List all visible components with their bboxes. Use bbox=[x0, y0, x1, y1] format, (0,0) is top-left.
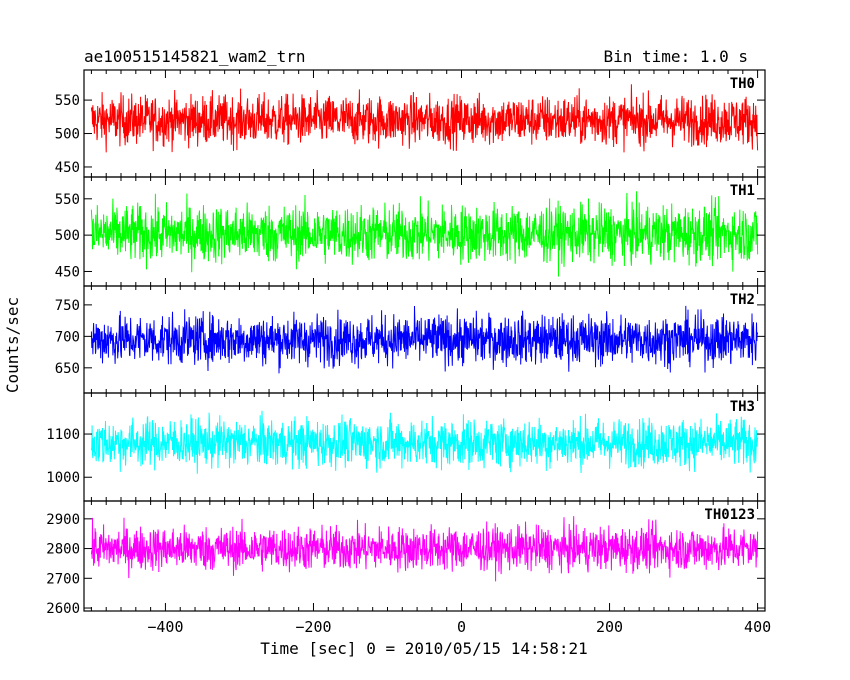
series-line-th3 bbox=[90, 410, 759, 474]
y-tick-label: 1000 bbox=[46, 470, 80, 486]
y-tick-label: 2800 bbox=[46, 542, 80, 558]
x-tick-label: 200 bbox=[596, 618, 623, 636]
series-line-th2 bbox=[90, 305, 759, 374]
y-tick-label: 500 bbox=[55, 228, 80, 244]
panel-th1: 450 500 550 TH1 bbox=[55, 176, 766, 287]
chart-title: ae100515145821_wam2_trn bbox=[84, 47, 306, 66]
bin-time-label: Bin time: 1.0 s bbox=[604, 47, 749, 66]
series-line-th0 bbox=[90, 84, 759, 153]
x-tick-label: 400 bbox=[744, 618, 771, 636]
panel-th0123: 2600 2700 2800 2900 TH0123 bbox=[46, 500, 766, 617]
y-tick-label: 1100 bbox=[46, 427, 80, 443]
series-label-th1: TH1 bbox=[730, 183, 755, 199]
series-label-th2: TH2 bbox=[730, 292, 755, 308]
panel-th3: 1000 1100 TH3 bbox=[46, 392, 766, 502]
series-label-th3: TH3 bbox=[730, 399, 755, 415]
y-tick-label: 450 bbox=[55, 264, 80, 280]
y-tick-label: 550 bbox=[55, 192, 80, 208]
y-tick-label: 750 bbox=[55, 298, 80, 314]
series-line-th1 bbox=[90, 191, 759, 277]
y-tick-label: 450 bbox=[55, 160, 80, 176]
y-axis-label: Counts/sec bbox=[3, 297, 22, 393]
panels-group: 450 500 550 TH0 450 500 550 TH1 650 700 750 TH2 1000… bbox=[46, 69, 771, 636]
x-tick-label: −200 bbox=[295, 618, 331, 636]
y-tick-label: 2700 bbox=[46, 571, 80, 587]
x-axis-label: Time [sec] 0 = 2010/05/15 14:58:21 bbox=[260, 639, 588, 658]
series-line-th0123 bbox=[90, 516, 759, 582]
y-tick-label: 700 bbox=[55, 329, 80, 345]
y-tick-label: 500 bbox=[55, 127, 80, 143]
panel-th0: 450 500 550 TH0 bbox=[55, 69, 766, 178]
panel-th2: 650 700 750 TH2 bbox=[55, 285, 766, 394]
series-label-th0: TH0 bbox=[730, 76, 755, 92]
panel-frame bbox=[83, 500, 766, 612]
x-tick-label: −400 bbox=[147, 618, 183, 636]
y-tick-label: 650 bbox=[55, 361, 80, 377]
series-label-th0123: TH0123 bbox=[704, 507, 755, 523]
y-tick-label: 2900 bbox=[46, 512, 80, 528]
y-tick-label: 550 bbox=[55, 93, 80, 109]
y-tick-label: 2600 bbox=[46, 601, 80, 617]
x-tick-label: 0 bbox=[457, 618, 466, 636]
